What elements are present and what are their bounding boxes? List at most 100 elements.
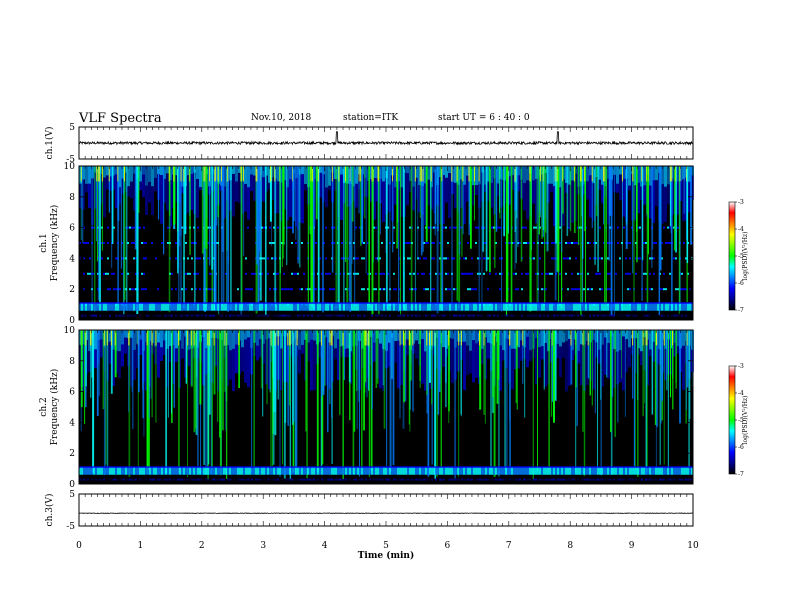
- lf-floor-cell: [399, 478, 401, 481]
- lf-band-cell: [665, 303, 667, 311]
- lf-floor-cell: [85, 478, 87, 481]
- ch1-waveform-ylabel: ch.1(V): [44, 127, 55, 160]
- noise-haze-cell: [481, 330, 484, 365]
- tone-line-dot: [295, 242, 297, 244]
- lf-band-edge: [173, 466, 175, 469]
- tone-line-dot: [685, 257, 687, 260]
- lf-band-cell: [439, 467, 441, 475]
- tone-line-dot: [289, 226, 291, 229]
- noise-haze-top: [466, 330, 469, 346]
- sferic-streak: [398, 166, 400, 312]
- lf-band-edge: [149, 302, 151, 305]
- tone-line-dot: [447, 257, 449, 260]
- lf-floor-cell: [257, 478, 259, 481]
- tone-line-dot: [325, 226, 327, 229]
- lf-band-cell: [397, 467, 399, 475]
- lf-band-cell: [531, 467, 533, 475]
- noise-haze-cell: [241, 330, 244, 372]
- noise-haze-cell: [484, 166, 487, 192]
- lf-floor-cell: [431, 314, 433, 317]
- lf-band-cell: [327, 467, 329, 475]
- lf-band-cell: [339, 303, 341, 311]
- sferic-peak: [474, 166, 476, 182]
- noise-haze-top: [643, 330, 646, 338]
- lf-band-cell: [541, 303, 543, 311]
- noise-haze-cell: [376, 166, 379, 202]
- lf-band-edge: [673, 302, 675, 305]
- noise-haze-top: [556, 330, 559, 344]
- noise-haze-cell: [604, 166, 607, 198]
- lf-band-edge: [509, 302, 511, 305]
- lf-floor-cell: [565, 314, 567, 317]
- sferic-streak: [343, 166, 345, 309]
- noise-haze-top: [586, 330, 589, 341]
- noise-haze-top: [301, 330, 304, 345]
- lf-floor-cell: [205, 478, 207, 481]
- lf-floor-cell: [567, 478, 569, 481]
- tone-line-dot: [325, 257, 327, 260]
- lf-floor-cell: [549, 314, 551, 317]
- sferic-streak: [98, 330, 100, 396]
- lf-band-edge: [405, 302, 407, 305]
- tone-line-dot: [483, 257, 485, 260]
- sferic-streak: [688, 330, 690, 467]
- sferic-streak: [462, 166, 464, 235]
- lf-band-cell: [145, 303, 147, 311]
- lf-band-cell: [521, 467, 523, 475]
- sferic-streak: [520, 166, 523, 262]
- lf-floor-cell: [363, 478, 365, 481]
- lf-band-edge: [425, 466, 427, 469]
- noise-haze-top: [217, 330, 220, 339]
- sferic-streak: [225, 330, 227, 431]
- lf-floor-cell: [87, 478, 89, 481]
- lf-band-cell: [111, 303, 113, 311]
- lf-band-cell: [509, 467, 511, 475]
- lf-band-edge: [439, 302, 441, 305]
- lf-band-edge: [485, 302, 487, 305]
- lf-band-edge: [147, 302, 149, 305]
- tone-line-dot: [469, 288, 471, 291]
- tone-line-dot: [291, 272, 293, 275]
- tone-line-dot: [369, 272, 371, 275]
- tone-line-dot: [473, 288, 475, 291]
- tone-line-dot: [367, 288, 369, 291]
- lf-floor-cell: [579, 478, 581, 481]
- sferic-streak: [686, 330, 689, 388]
- noise-haze-cell: [148, 166, 151, 203]
- lf-floor-cell: [161, 478, 163, 481]
- lf-band-edge: [263, 466, 265, 469]
- lf-band-cell: [471, 303, 473, 311]
- noise-haze-top: [100, 330, 103, 340]
- lf-band-cell: [87, 303, 89, 311]
- lf-band-edge: [203, 466, 205, 469]
- sferic-peak: [123, 166, 125, 182]
- lf-floor-cell: [291, 314, 293, 317]
- lf-floor-cell: [531, 314, 533, 317]
- lf-band-cell: [95, 467, 97, 475]
- lf-floor-cell: [79, 478, 81, 481]
- lf-floor-cell: [465, 478, 467, 481]
- lf-band-cell: [183, 303, 185, 311]
- sferic-streak: [661, 330, 664, 401]
- lf-floor-cell: [623, 478, 625, 481]
- tone-line-dot: [475, 288, 477, 291]
- lf-band-edge: [381, 302, 383, 305]
- lf-floor-cell: [279, 479, 281, 481]
- tone-line-dot: [471, 288, 473, 291]
- sferic-peak: [358, 166, 360, 182]
- lf-band-edge: [665, 466, 667, 469]
- noise-haze-cell: [625, 330, 628, 373]
- tone-line-dot: [551, 257, 553, 260]
- lf-band-edge: [549, 302, 551, 305]
- lf-band-cell: [217, 467, 219, 475]
- noise-haze-cell: [88, 330, 91, 373]
- tone-line-dot: [589, 242, 591, 244]
- sferic-streak: [461, 166, 463, 257]
- sferic-streak: [146, 330, 149, 471]
- lf-band-cell: [207, 303, 209, 311]
- lf-band-edge: [397, 466, 399, 469]
- lf-band-edge: [303, 466, 305, 469]
- sferic-peak: [289, 330, 291, 346]
- lf-band-cell: [529, 467, 531, 475]
- lf-band-edge: [631, 466, 633, 469]
